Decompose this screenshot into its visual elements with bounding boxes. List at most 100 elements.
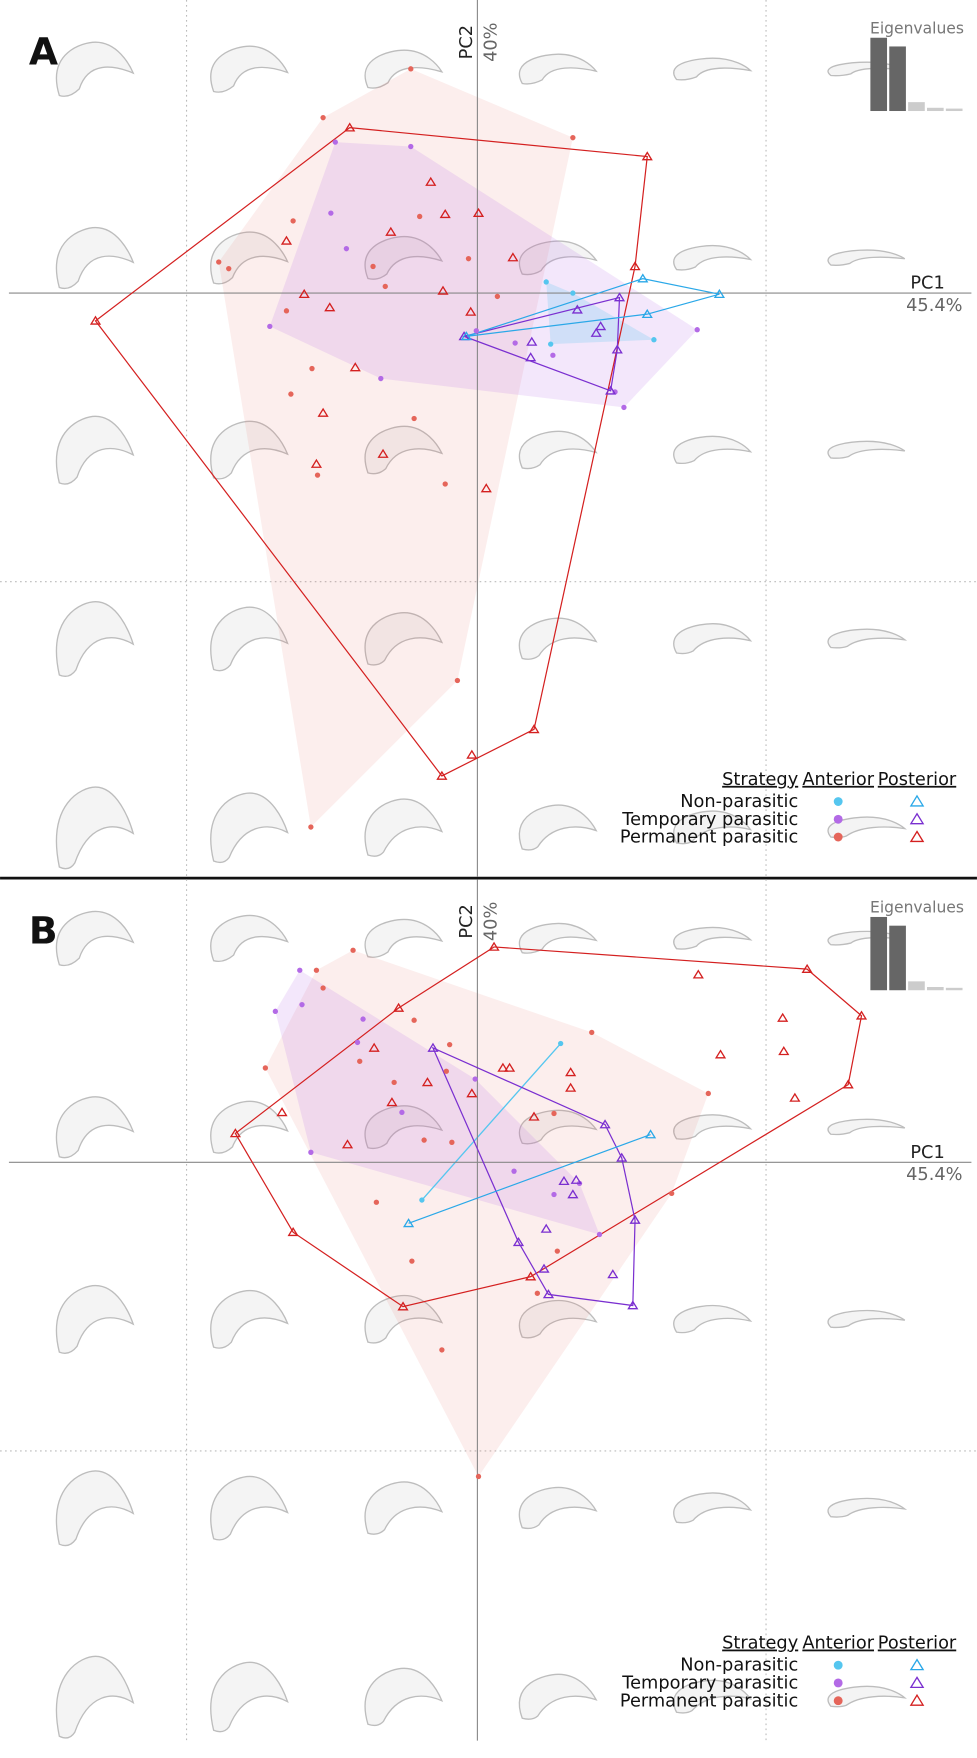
- anterior-point: [695, 327, 700, 332]
- legend-posterior-swatch: [911, 831, 923, 841]
- anterior-point: [344, 246, 349, 251]
- anterior-point: [226, 266, 231, 271]
- morphospace-outline: [365, 919, 442, 957]
- anterior-point: [320, 985, 325, 990]
- anterior-point: [548, 341, 553, 346]
- anterior-point: [216, 259, 221, 264]
- anterior-point: [284, 308, 289, 313]
- legend-posterior-swatch: [911, 1677, 923, 1687]
- eigenvalue-bar: [908, 981, 925, 990]
- anterior-point: [290, 218, 295, 223]
- morphospace-outline: [365, 1482, 442, 1534]
- anterior-point: [511, 1169, 516, 1174]
- morphospace-outline: [211, 793, 288, 862]
- morphospace-outline: [365, 1668, 442, 1725]
- legend-anterior-swatch: [834, 1661, 843, 1670]
- morphospace-outline: [56, 787, 133, 869]
- anterior-point: [419, 1197, 424, 1202]
- anterior-point: [476, 1474, 481, 1479]
- legend-anterior-swatch: [834, 1679, 843, 1688]
- anterior-point: [328, 210, 333, 215]
- anterior-point: [417, 214, 422, 219]
- figure: APC145.4%PC240%EigenvaluesStrategyAnteri…: [0, 0, 977, 1754]
- morphospace-outline: [674, 927, 751, 949]
- x-axis-label-value: 45.4%: [906, 296, 962, 316]
- morphospace-outline: [674, 624, 751, 654]
- morphospace-outline: [519, 923, 596, 953]
- anterior-point: [444, 1069, 449, 1074]
- eigenvalue-bar: [889, 46, 906, 111]
- anterior-point: [669, 1191, 674, 1196]
- y-axis-label-value: 40%: [481, 22, 501, 61]
- morphospace-outline: [519, 805, 596, 850]
- anterior-point: [555, 1248, 560, 1253]
- morphospace-outline: [828, 441, 905, 458]
- morphospace-outline: [365, 799, 442, 856]
- morphospace-outline: [828, 250, 905, 265]
- eigenvalue-bar: [889, 926, 906, 991]
- morphospace-outline: [519, 618, 596, 659]
- anterior-point: [383, 284, 388, 289]
- morphospace-outline: [211, 915, 288, 961]
- anterior-point: [706, 1091, 711, 1096]
- legend-header: Posterior: [878, 1634, 957, 1654]
- anterior-point: [421, 1137, 426, 1142]
- eigenvalue-bar: [927, 108, 944, 111]
- anterior-point: [512, 340, 517, 345]
- anterior-point: [597, 1232, 602, 1237]
- anterior-point: [474, 328, 479, 333]
- morphospace-outline: [56, 1097, 133, 1158]
- eigenvalue-bar: [908, 102, 925, 111]
- anterior-point: [544, 279, 549, 284]
- morphospace-outline: [674, 246, 751, 270]
- legend-anterior-swatch: [834, 815, 843, 824]
- morphospace-outline: [56, 911, 133, 965]
- morphospace-outline: [828, 1498, 905, 1517]
- anterior-point: [449, 1140, 454, 1145]
- morphospace-outline: [211, 1476, 288, 1539]
- anterior-point: [391, 1080, 396, 1085]
- anterior-point: [357, 1059, 362, 1064]
- anterior-point: [455, 678, 460, 683]
- panel-label: A: [29, 29, 59, 73]
- anterior-point: [314, 968, 319, 973]
- morphospace-outline: [828, 629, 905, 648]
- morphospace-outline: [211, 607, 288, 670]
- eigenvalue-bar: [927, 987, 944, 990]
- anterior-point: [288, 391, 293, 396]
- legend-posterior-swatch: [911, 1660, 923, 1670]
- anterior-point: [558, 1041, 563, 1046]
- anterior-point: [309, 366, 314, 371]
- morphospace-outline: [674, 1306, 751, 1333]
- morphospace-outline: [56, 1471, 133, 1546]
- anterior-point: [273, 1009, 278, 1014]
- anterior-point: [411, 416, 416, 421]
- eigenvalues-title: Eigenvalues: [870, 19, 964, 37]
- anterior-point: [439, 1347, 444, 1352]
- anterior-point: [408, 144, 413, 149]
- morphospace-outline: [674, 436, 751, 463]
- morphospace-outline: [519, 431, 596, 468]
- legend-title: Strategy: [722, 1634, 798, 1654]
- eigenvalues-title: Eigenvalues: [870, 899, 964, 917]
- anterior-point: [299, 1002, 304, 1007]
- morphospace-outline: [211, 1101, 288, 1153]
- legend-header: Anterior: [802, 770, 874, 790]
- anterior-point: [308, 1150, 313, 1155]
- legend-header: Anterior: [802, 1634, 874, 1654]
- anterior-point: [447, 1042, 452, 1047]
- anterior-point: [378, 376, 383, 381]
- anterior-point: [350, 948, 355, 953]
- legend-anterior-swatch: [834, 797, 843, 806]
- posterior-point: [716, 1051, 725, 1058]
- posterior-point: [790, 1094, 799, 1101]
- legend-label: Permanent parasitic: [620, 828, 798, 848]
- legend-label: Permanent parasitic: [620, 1691, 798, 1711]
- morphospace-outline: [674, 58, 751, 80]
- anterior-point: [297, 968, 302, 973]
- y-axis-label: PC2: [457, 904, 477, 938]
- morphospace-outline: [56, 602, 133, 677]
- morphospace-outline: [519, 1674, 596, 1719]
- morphospace-outline: [56, 42, 133, 96]
